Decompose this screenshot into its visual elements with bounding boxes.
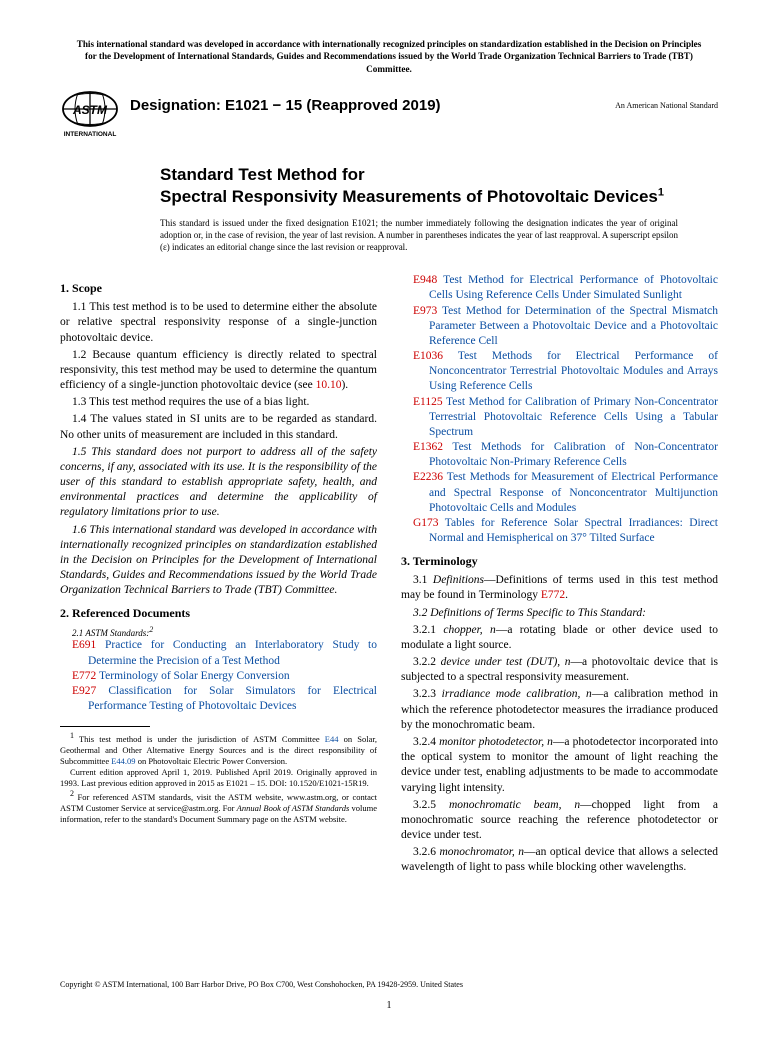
ref-code[interactable]: E927 xyxy=(72,685,96,697)
page-number: 1 xyxy=(0,1000,778,1011)
body-columns: 1. Scope 1.1 This test method is to be u… xyxy=(60,273,718,877)
header-row: ASTM INTERNATIONAL Designation: E1021 − … xyxy=(60,89,718,146)
para-1-4: 1.4 The values stated in SI units are to… xyxy=(60,412,377,442)
ref-title[interactable]: Classification for Solar Simulators for … xyxy=(88,685,377,712)
ref-code[interactable]: E772 xyxy=(72,670,96,682)
ref-title[interactable]: Terminology of Solar Energy Conversion xyxy=(96,670,289,682)
svg-text:INTERNATIONAL: INTERNATIONAL xyxy=(64,131,117,138)
terminology-entry: 3.2.6 monochromator, n—an optical device… xyxy=(401,845,718,875)
ref-title[interactable]: Test Methods for Electrical Performance … xyxy=(429,350,718,392)
terminology-entry: 3.2.4 monitor photodetector, n—a photode… xyxy=(401,735,718,796)
footnote-2: 2 For referenced ASTM standards, visit t… xyxy=(60,789,377,825)
section-terminology-head: 3. Terminology xyxy=(401,554,718,569)
svg-text:ASTM: ASTM xyxy=(72,103,108,117)
para-3-1: 3.1 Definitions—Definitions of terms use… xyxy=(401,573,718,603)
para-1-2: 1.2 Because quantum efficiency is direct… xyxy=(60,348,377,394)
designation: Designation: E1021 − 15 (Reapproved 2019… xyxy=(130,97,615,114)
para-1-5: 1.5 This standard does not purport to ad… xyxy=(60,445,377,521)
terminology-entry: 3.2.1 chopper, n—a rotating blade or oth… xyxy=(401,623,718,653)
terminology-entry: 3.2.2 device under test (DUT), n—a photo… xyxy=(401,655,718,685)
ref-code[interactable]: G173 xyxy=(413,517,439,529)
ref-code[interactable]: E2236 xyxy=(413,471,443,483)
para-1-1: 1.1 This test method is to be used to de… xyxy=(60,300,377,346)
astm-standards-subhead: 2.1 ASTM Standards:2 xyxy=(72,625,377,638)
title-block: Standard Test Method for Spectral Respon… xyxy=(160,164,698,207)
ref-title[interactable]: Test Methods for Calibration of Non-Conc… xyxy=(429,441,718,468)
ref-title[interactable]: Test Method for Calibration of Primary N… xyxy=(429,396,718,438)
terminology-entry: 3.2.5 monochromatic beam, n—chopped ligh… xyxy=(401,798,718,844)
ref-code[interactable]: E1362 xyxy=(413,441,443,453)
link-e772-inline[interactable]: E772 xyxy=(541,589,565,601)
footnote-rule xyxy=(60,726,150,727)
american-national-standard: An American National Standard xyxy=(615,89,718,110)
ref-entry: E948 Test Method for Electrical Performa… xyxy=(401,273,718,303)
ref-title[interactable]: Test Method for Electrical Performance o… xyxy=(429,274,718,301)
astm-logo: ASTM INTERNATIONAL xyxy=(60,89,120,146)
title-line2: Spectral Responsivity Measurements of Ph… xyxy=(160,187,658,206)
issuance-note: This standard is issued under the fixed … xyxy=(160,217,678,253)
ref-entry: E691 Practice for Conducting an Interlab… xyxy=(60,638,377,668)
section-refdocs-head: 2. Referenced Documents xyxy=(60,606,377,621)
ref-10-10[interactable]: 10.10 xyxy=(316,379,342,391)
link-e44-09[interactable]: E44.09 xyxy=(111,756,135,766)
tbt-banner: This international standard was develope… xyxy=(60,38,718,75)
ref-entry: E2236 Test Methods for Measurement of El… xyxy=(401,470,718,516)
ref-entry: E772 Terminology of Solar Energy Convers… xyxy=(60,669,377,684)
ref-code[interactable]: E1036 xyxy=(413,350,443,362)
ref-title[interactable]: Test Method for Determination of the Spe… xyxy=(429,305,718,347)
para-3-2-head: 3.2 Definitions of Terms Specific to Thi… xyxy=(401,606,718,621)
para-1-6: 1.6 This international standard was deve… xyxy=(60,523,377,599)
ref-entry: E1036 Test Methods for Electrical Perfor… xyxy=(401,349,718,395)
ref-entry: E973 Test Method for Determination of th… xyxy=(401,304,718,350)
ref-entry: E1362 Test Methods for Calibration of No… xyxy=(401,440,718,470)
terminology-entry: 3.2.3 irradiance mode calibration, n—a c… xyxy=(401,687,718,733)
ref-entry: E927 Classification for Solar Simulators… xyxy=(60,684,377,714)
footnote-1b: Current edition approved April 1, 2019. … xyxy=(60,767,377,789)
left-column: 1. Scope 1.1 This test method is to be u… xyxy=(60,273,377,877)
section-scope-head: 1. Scope xyxy=(60,281,377,296)
link-e44[interactable]: E44 xyxy=(325,734,339,744)
ref-code[interactable]: E948 xyxy=(413,274,437,286)
ref-code[interactable]: E1125 xyxy=(413,396,443,408)
copyright-notice: Copyright © ASTM International, 100 Barr… xyxy=(60,980,463,989)
ref-title[interactable]: Practice for Conducting an Interlaborato… xyxy=(88,639,377,666)
ref-title[interactable]: Test Methods for Measurement of Electric… xyxy=(429,471,718,513)
title-superscript: 1 xyxy=(658,186,664,198)
ref-code[interactable]: E691 xyxy=(72,639,96,651)
title-line1: Standard Test Method for xyxy=(160,165,365,184)
ref-entry: E1125 Test Method for Calibration of Pri… xyxy=(401,395,718,441)
ref-code[interactable]: E973 xyxy=(413,305,437,317)
right-column: E948 Test Method for Electrical Performa… xyxy=(401,273,718,877)
ref-entry: G173 Tables for Reference Solar Spectral… xyxy=(401,516,718,546)
para-1-3: 1.3 This test method requires the use of… xyxy=(60,395,377,410)
ref-title[interactable]: Tables for Reference Solar Spectral Irra… xyxy=(429,517,718,544)
footnote-1: 1 This test method is under the jurisdic… xyxy=(60,731,377,767)
